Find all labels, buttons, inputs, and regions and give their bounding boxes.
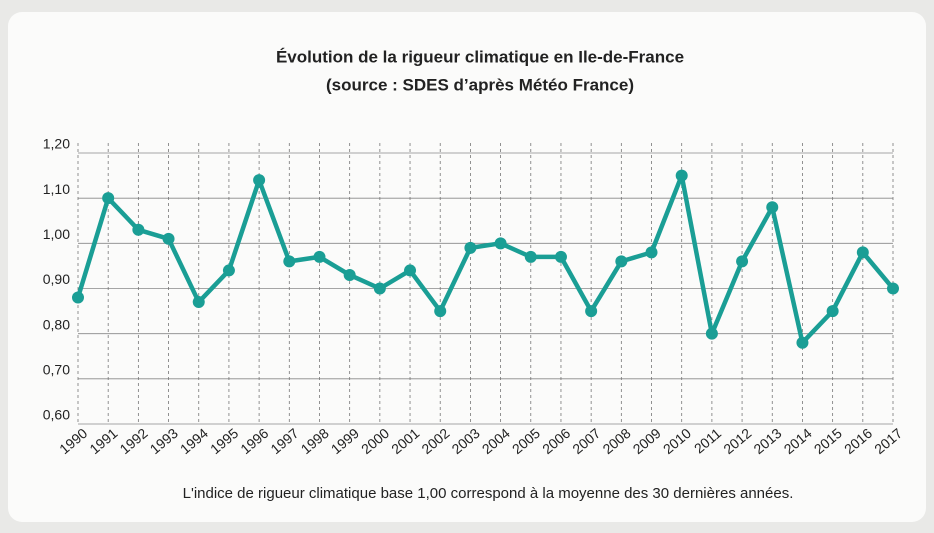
y-tick-label: 0,80	[43, 316, 70, 332]
data-point	[524, 250, 537, 263]
series-line	[75, 173, 895, 345]
data-point	[554, 250, 567, 263]
footnote: L'indice de rigueur climatique base 1,00…	[183, 485, 794, 502]
data-point	[464, 241, 477, 254]
data-point	[313, 250, 326, 263]
data-point	[645, 246, 658, 259]
data-point	[766, 201, 779, 214]
data-point	[675, 169, 688, 182]
data-point	[494, 237, 507, 250]
y-tick-label: 1,20	[43, 136, 70, 152]
card	[8, 12, 926, 522]
data-point	[283, 255, 296, 268]
chart-subtitle: (source : SDES d’après Météo France)	[326, 75, 634, 94]
data-point	[253, 174, 266, 187]
data-point	[343, 268, 356, 281]
data-point	[373, 282, 386, 295]
data-point	[615, 255, 628, 268]
y-tick-label: 0,60	[43, 407, 70, 423]
data-point	[72, 291, 84, 304]
y-tick-label: 0,70	[43, 362, 70, 378]
data-point	[585, 305, 598, 318]
data-point	[434, 305, 447, 318]
y-tick-label: 1,00	[43, 226, 70, 242]
chart-title: Évolution de la rigueur climatique en Il…	[276, 47, 684, 66]
data-point	[826, 305, 839, 318]
data-point	[404, 264, 417, 277]
data-point	[705, 327, 718, 340]
data-point	[796, 336, 809, 349]
data-point	[887, 282, 899, 295]
data-point	[222, 264, 235, 277]
y-tick-label: 0,90	[43, 271, 70, 287]
data-point	[736, 255, 749, 268]
data-point	[102, 192, 115, 205]
data-point	[162, 232, 175, 245]
data-point	[192, 296, 205, 309]
data-point	[856, 246, 869, 259]
data-point	[132, 223, 145, 236]
y-tick-label: 1,10	[43, 181, 70, 197]
